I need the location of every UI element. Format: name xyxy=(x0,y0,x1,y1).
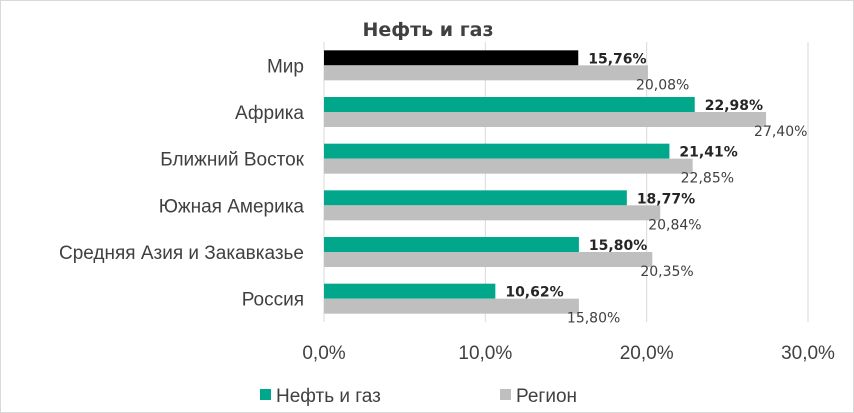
data-label-oil-gas: 18,77% xyxy=(637,191,695,207)
bar-region xyxy=(324,158,693,174)
category-label: Ближний Восток xyxy=(160,150,304,171)
bar-region xyxy=(324,112,767,127)
x-tick-label: 0,0% xyxy=(302,343,345,364)
bar-region xyxy=(324,252,653,267)
x-tick-label: 20,0% xyxy=(620,343,674,364)
grid-lines xyxy=(323,42,809,322)
data-label-region: 20,35% xyxy=(640,264,693,280)
bar-region xyxy=(324,65,648,81)
x-tick-label: 30,0% xyxy=(781,343,835,364)
legend-swatch-oil-gas xyxy=(260,389,271,400)
bar-oil-gas xyxy=(324,143,670,159)
bar-oil-gas xyxy=(324,190,627,206)
bar-oil-gas xyxy=(324,97,695,112)
bar-oil-gas xyxy=(324,237,579,252)
bar-oil-gas xyxy=(324,50,579,66)
data-label-region: 22,85% xyxy=(681,171,734,187)
legend-label-oil-gas: Нефть и газ xyxy=(276,386,381,407)
data-label-oil-gas: 15,76% xyxy=(588,51,646,67)
data-label-oil-gas: 15,80% xyxy=(589,238,647,254)
category-label: Средняя Азия и Закавказье xyxy=(59,243,304,264)
data-label-region: 27,40% xyxy=(754,124,807,140)
chart-title: Нефть и газ xyxy=(363,19,494,41)
data-label-oil-gas: 21,41% xyxy=(679,145,737,161)
data-label-region: 15,80% xyxy=(567,311,620,327)
category-label: Африка xyxy=(235,103,304,124)
bars: 15,76% 20,08% 22,98% 27,40% 21,41% 22,85% 18,7… xyxy=(324,50,807,327)
legend-label-region: Регион xyxy=(516,386,577,407)
bar-oil-gas xyxy=(324,283,496,299)
category-label: Россия xyxy=(242,290,304,311)
legend: Нефть и газ Регион xyxy=(260,386,577,407)
bar-region xyxy=(324,205,661,221)
category-label: Южная Америка xyxy=(159,196,305,217)
x-tick-label: 10,0% xyxy=(458,343,512,364)
category-label: Мир xyxy=(267,56,304,77)
legend-swatch-region xyxy=(500,389,511,400)
data-label-oil-gas: 10,62% xyxy=(505,285,563,301)
x-tick-labels: 0,0% 10,0% 20,0% 30,0% xyxy=(302,343,835,364)
data-label-oil-gas: 22,98% xyxy=(705,98,763,114)
data-label-region: 20,08% xyxy=(636,77,689,93)
category-labels: Мир Африка Ближний Восток Южная Америка Сред… xyxy=(59,56,305,310)
data-label-region: 20,84% xyxy=(648,217,701,233)
bar-region xyxy=(324,298,579,314)
